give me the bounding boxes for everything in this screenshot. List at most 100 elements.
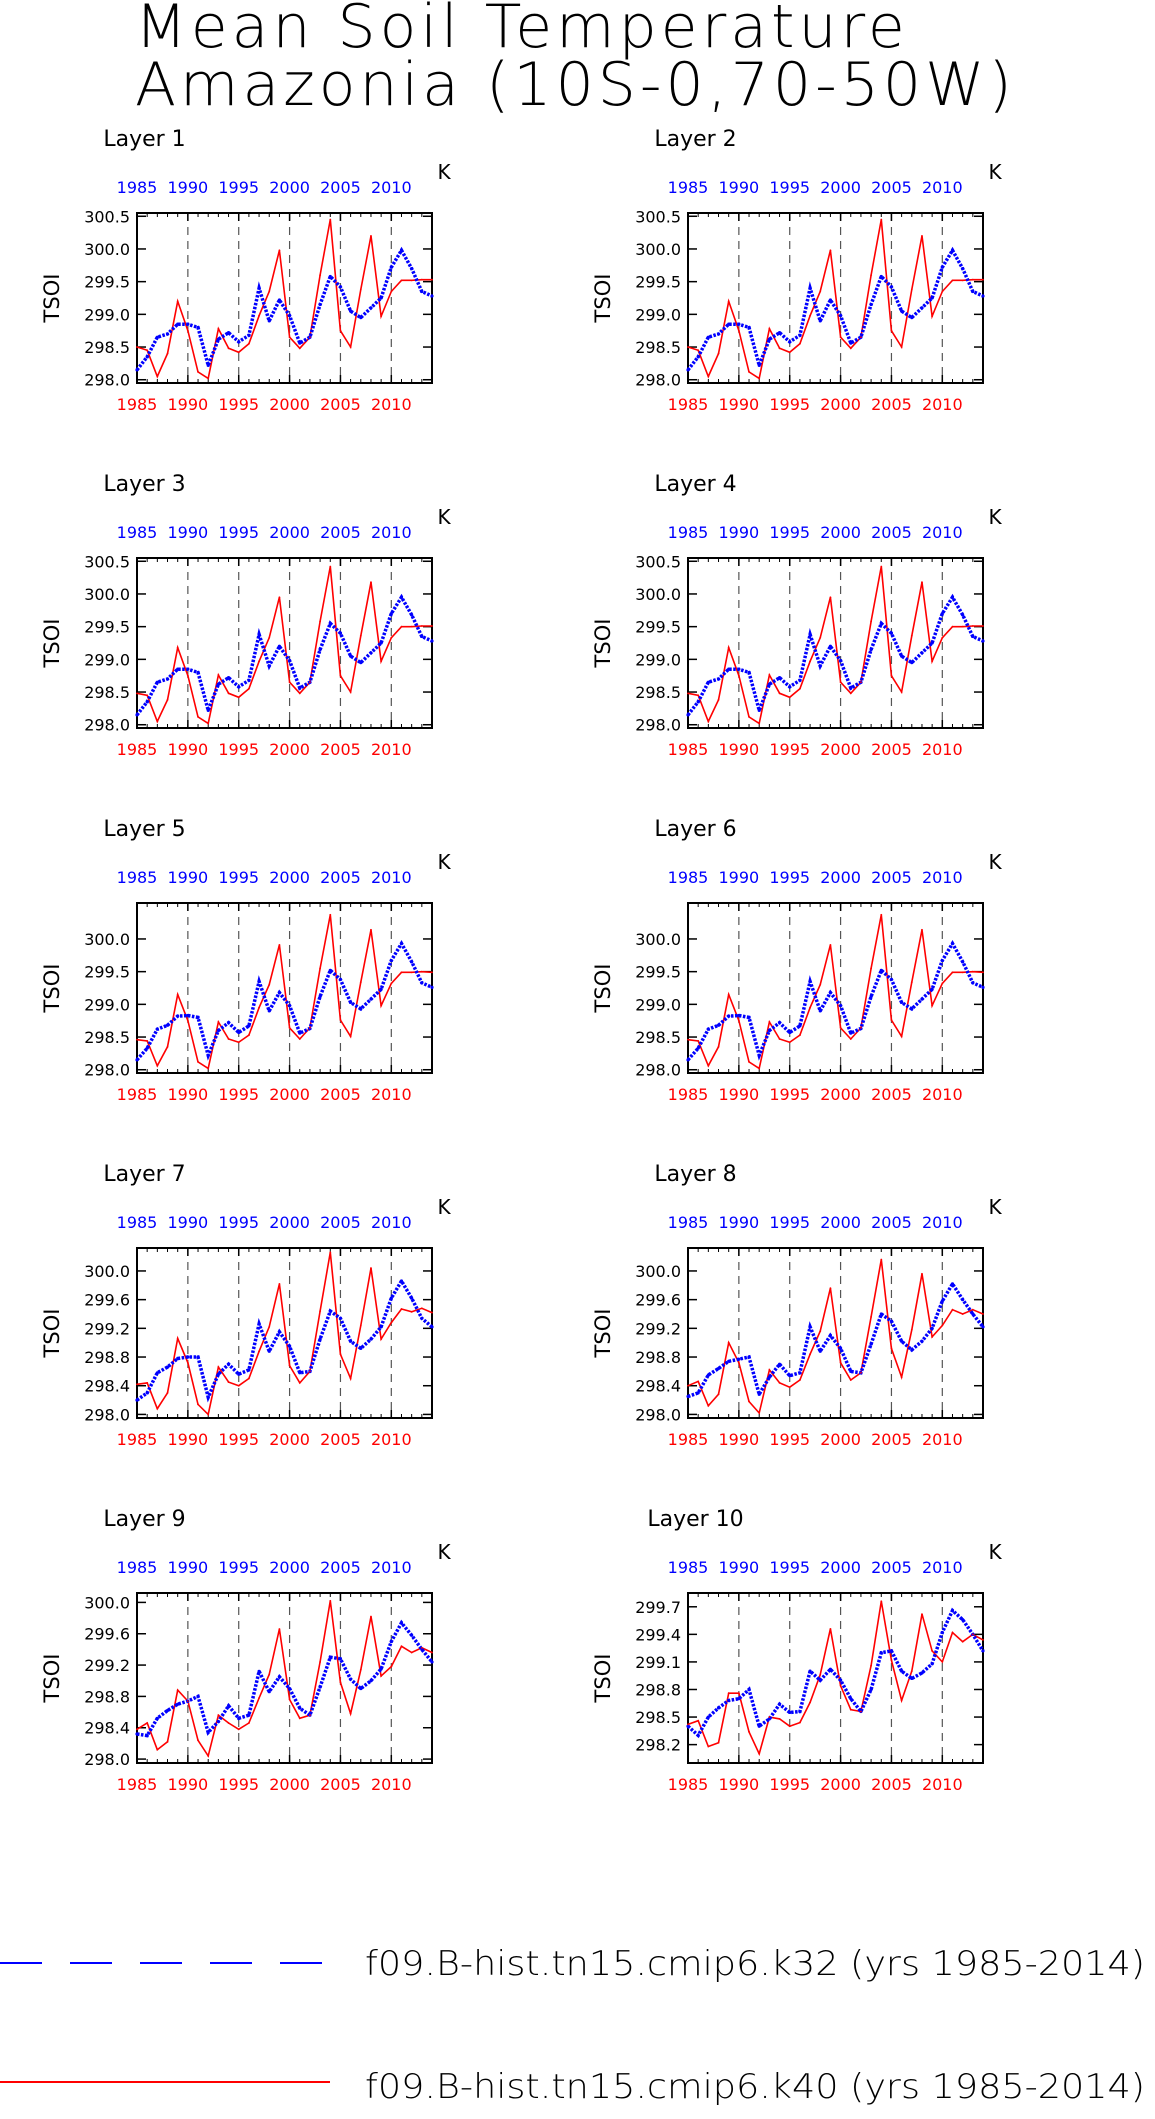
series-k40-point xyxy=(146,1040,149,1042)
series-k32-point xyxy=(349,309,353,313)
series-k40-point xyxy=(829,1287,832,1290)
series-k40-point xyxy=(717,1393,720,1396)
series-k40-point xyxy=(971,970,974,973)
units-label: K xyxy=(988,850,1002,874)
series-k40-point xyxy=(390,982,393,985)
series-k32-point xyxy=(940,1630,944,1635)
panel-title: Layer 2 xyxy=(654,127,736,152)
x-tick-label-top: 1995 xyxy=(218,1558,259,1577)
series-k32-point xyxy=(696,700,700,704)
series-k32-point xyxy=(757,1724,761,1728)
x-tick-label-top: 2010 xyxy=(922,1558,963,1577)
series-k40-point xyxy=(839,681,842,684)
series-k40-point xyxy=(961,279,964,282)
series-k40-point xyxy=(400,1645,403,1648)
series-k32-point xyxy=(747,1355,751,1359)
series-k32-point xyxy=(206,708,210,712)
x-tick-label-bottom: 2005 xyxy=(320,1430,361,1449)
series-k40-point xyxy=(237,1728,240,1731)
series-k40-point xyxy=(798,342,801,345)
series-k32-point xyxy=(900,654,904,658)
series-k40-point xyxy=(227,1722,230,1724)
series-k32-point xyxy=(165,1708,170,1713)
y-tick-label: 300.0 xyxy=(635,585,681,604)
series-k40-point xyxy=(870,967,873,970)
series-k40-line xyxy=(687,1259,984,1415)
series-k40-point xyxy=(146,1381,149,1384)
series-k40-point xyxy=(778,1038,781,1040)
series-k32-point xyxy=(145,1733,149,1738)
series-k40-point xyxy=(788,1386,791,1389)
series-k40-point xyxy=(687,692,689,695)
series-k40-point xyxy=(890,1019,893,1021)
x-tick-label-top: 1990 xyxy=(168,523,209,542)
legend-k40-label: f09.B-hist.tn15.cmip6.k40 (yrs 1985-2014… xyxy=(365,2067,1145,2107)
y-tick-label: 299.0 xyxy=(635,650,681,669)
series-k40-point xyxy=(268,290,271,293)
series-k32-point xyxy=(706,335,710,339)
series-k40-point xyxy=(758,722,761,725)
y-tick-label: 298.4 xyxy=(84,1719,130,1738)
x-tick-label-top: 1990 xyxy=(719,1558,760,1577)
x-tick-label-bottom: 2005 xyxy=(871,1775,912,1794)
series-k32-point xyxy=(706,1027,710,1031)
series-k40-point xyxy=(227,347,230,350)
x-tick-label-top: 2000 xyxy=(820,868,861,887)
series-k32-point xyxy=(216,1372,220,1376)
series-k40-point xyxy=(819,290,822,293)
series-k40-point xyxy=(961,1313,964,1315)
series-k32-point xyxy=(196,1015,200,1020)
series-k32-point xyxy=(889,285,894,289)
series-k40-point xyxy=(809,660,811,663)
series-k40-point xyxy=(349,1377,352,1380)
series-k40-point xyxy=(982,1313,984,1315)
series-k32-point xyxy=(930,1326,934,1330)
series-k32-point xyxy=(706,1373,710,1377)
series-k32-point xyxy=(369,306,373,310)
panel-title: Layer 1 xyxy=(103,127,185,152)
series-k32-point xyxy=(257,632,261,637)
series-k40-point xyxy=(839,1026,842,1029)
series-k40-point xyxy=(288,336,291,339)
y-tick-label: 299.7 xyxy=(635,1598,681,1617)
x-tick-label-bottom: 1995 xyxy=(218,740,259,759)
y-tick-label: 298.8 xyxy=(635,1348,681,1367)
series-k32-point xyxy=(879,968,883,972)
series-k32-point xyxy=(757,1053,761,1057)
y-axis-label: TSOI xyxy=(40,1654,64,1704)
series-k32-point xyxy=(206,1395,210,1399)
series-k32-point xyxy=(338,977,343,982)
series-k40-point xyxy=(971,278,974,281)
x-tick-label-bottom: 2000 xyxy=(269,1430,310,1449)
series-k32-point xyxy=(818,1349,822,1353)
x-tick-label-top: 2000 xyxy=(820,178,861,197)
series-k32-point xyxy=(971,981,975,985)
series-k40-point xyxy=(748,715,750,718)
series-k40-point xyxy=(727,993,730,996)
x-tick-label-bottom: 1985 xyxy=(668,1430,709,1449)
series-k32-point xyxy=(369,997,373,1001)
series-k40-point xyxy=(910,288,913,291)
series-k32-point xyxy=(277,1330,282,1334)
series-k40-point xyxy=(707,720,710,723)
x-tick-label-top: 1995 xyxy=(218,868,259,887)
x-tick-label-top: 2010 xyxy=(922,178,963,197)
series-k40-point xyxy=(410,625,413,628)
series-k32-point xyxy=(849,341,853,345)
series-k32-point xyxy=(420,1316,424,1320)
series-k40-point xyxy=(136,1383,138,1386)
x-tick-label-top: 1990 xyxy=(719,523,760,542)
plot-frame xyxy=(687,1247,984,1419)
x-tick-label-top: 2005 xyxy=(320,523,361,542)
x-tick-label-bottom: 2000 xyxy=(269,1085,310,1104)
series-k32-point xyxy=(889,1649,894,1653)
series-k40-point xyxy=(809,314,811,317)
x-tick-label-bottom: 2005 xyxy=(871,740,912,759)
x-tick-label-bottom: 2010 xyxy=(371,1085,412,1104)
x-tick-label-top: 1995 xyxy=(769,523,810,542)
series-k40-point xyxy=(900,1699,903,1702)
series-k32-point xyxy=(798,1024,802,1028)
series-k32-point xyxy=(777,1362,782,1366)
series-k32-point xyxy=(900,1000,904,1004)
series-k32-point xyxy=(910,316,914,320)
